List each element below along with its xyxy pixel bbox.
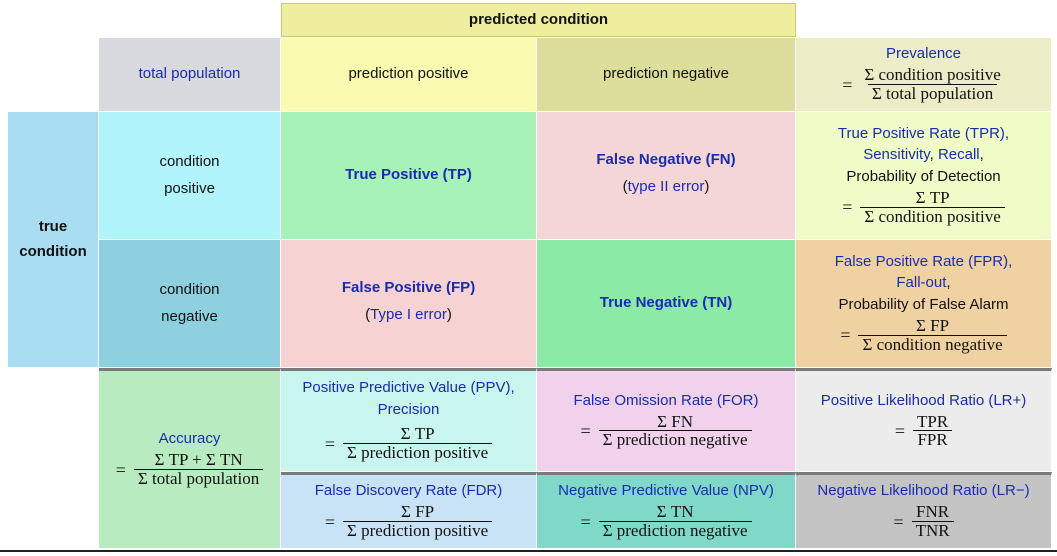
false-positive-link[interactable]: False Positive (FP) [341, 279, 476, 297]
false-negative-link[interactable]: False Negative (FN) [596, 151, 736, 169]
false-negative-cell: False Negative (FN) (type II error) [537, 112, 796, 240]
for-formula: = Σ FN Σ prediction negative [580, 412, 752, 451]
fdr-cell: False Discovery Rate (FDR) = Σ FP Σ pred… [281, 472, 537, 549]
for-link[interactable]: False Omission Rate (FOR) [573, 391, 759, 409]
lr-negative-formula: = FNR TNR [893, 503, 954, 541]
lr-negative-cell: Negative Likelihood Ratio (LR−) = FNR TN… [796, 472, 1052, 549]
page-bottom-rule [0, 550, 1057, 552]
prevalence-formula: = Σ condition positive Σ total populatio… [842, 65, 1001, 103]
true-positive-cell: True Positive (TP) [281, 112, 537, 240]
total-population-cell[interactable]: total population [99, 38, 281, 112]
for-cell: False Omission Rate (FOR) = Σ FN Σ predi… [537, 368, 796, 472]
condition-negative-header: condition negative [99, 240, 281, 368]
false-positive-cell: False Positive (FP) (Type I error) [281, 240, 537, 368]
recall-link[interactable]: Recall [937, 146, 980, 164]
condition-positive-header: condition positive [99, 112, 281, 240]
prediction-negative-header: prediction negative [537, 38, 796, 112]
ppv-cell: Positive Predictive Value (PPV), Precisi… [281, 368, 537, 472]
fdr-formula: = Σ FP Σ prediction positive [325, 503, 493, 541]
ppv-link[interactable]: Positive Predictive Value (PPV), [302, 379, 515, 397]
npv-link[interactable]: Negative Predictive Value (NPV) [558, 482, 774, 500]
fpr-formula: = Σ FP Σ condition negative [840, 317, 1007, 355]
precision-link[interactable]: Precision [377, 401, 440, 419]
total-population-label[interactable]: total population [138, 65, 241, 83]
npv-cell: Negative Predictive Value (NPV) = Σ TN Σ… [537, 472, 796, 549]
tpr-cell: True Positive Rate (TPR), Sensitivity, R… [796, 112, 1052, 240]
true-positive-link[interactable]: True Positive (TP) [345, 166, 472, 184]
true-negative-cell: True Negative (TN) [537, 240, 796, 368]
accuracy-link[interactable]: Accuracy [158, 430, 221, 448]
accuracy-formula: = Σ TP + Σ TN Σ total population [116, 451, 264, 489]
type-ii-error-link[interactable]: type II error [627, 178, 705, 195]
lr-positive-link[interactable]: Positive Likelihood Ratio (LR+) [820, 391, 1027, 409]
type-i-error-link[interactable]: Type I error [370, 306, 447, 323]
fpr-cell: False Positive Rate (FPR), Fall-out, Pro… [796, 240, 1052, 368]
fallout-link[interactable]: Fall-out [896, 274, 947, 292]
true-condition-header: true condition [8, 112, 99, 368]
npv-formula: = Σ TN Σ prediction negative [580, 503, 752, 541]
tpr-formula: = Σ TP Σ condition positive [842, 189, 1005, 227]
fdr-link[interactable]: False Discovery Rate (FDR) [314, 482, 503, 500]
true-negative-link[interactable]: True Negative (TN) [599, 294, 733, 312]
fpr-link[interactable]: False Positive Rate (FPR), [834, 252, 1013, 270]
prediction-positive-header: prediction positive [281, 38, 537, 112]
prevalence-cell: Prevalence = Σ condition positive Σ tota… [796, 38, 1052, 112]
ppv-formula: = Σ TP Σ prediction positive [325, 425, 493, 463]
lr-negative-link[interactable]: Negative Likelihood Ratio (LR−) [817, 482, 1030, 500]
tpr-link[interactable]: True Positive Rate (TPR), [837, 124, 1010, 142]
sensitivity-link[interactable]: Sensitivity [863, 146, 930, 164]
prevalence-link[interactable]: Prevalence [885, 45, 962, 63]
accuracy-cell: Accuracy = Σ TP + Σ TN Σ total populatio… [99, 368, 281, 549]
lr-positive-formula: = TPR FPR [895, 412, 952, 451]
lr-positive-cell: Positive Likelihood Ratio (LR+) = TPR FP… [796, 368, 1052, 472]
predicted-condition-header: predicted condition [281, 3, 796, 37]
